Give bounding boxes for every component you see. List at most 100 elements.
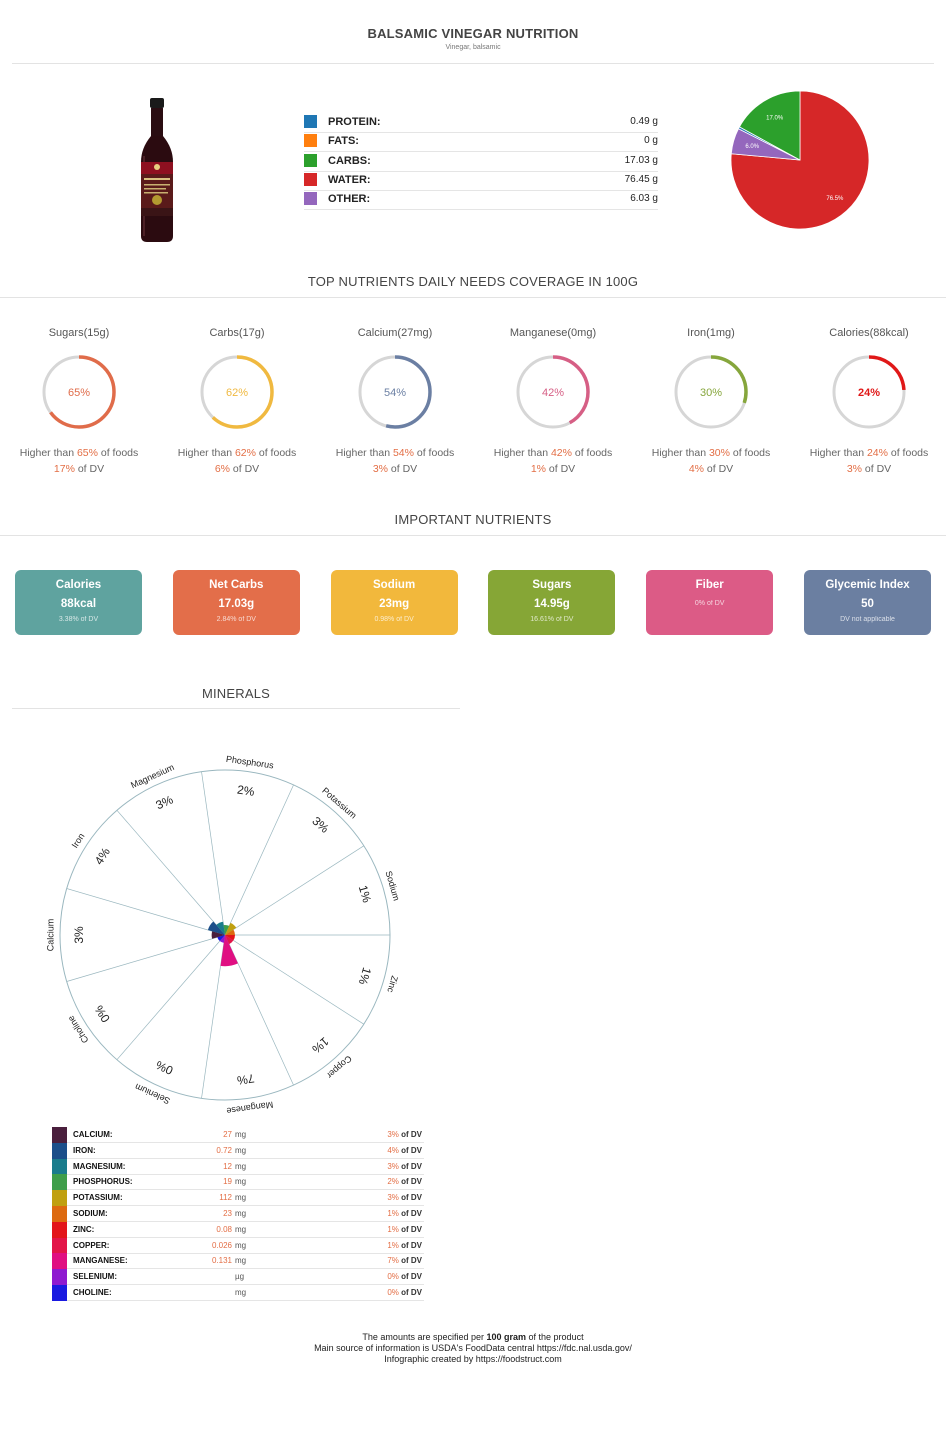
mineral-name: SELENIUM: xyxy=(73,1272,117,1282)
card-dv: 2.84% of DV xyxy=(216,616,256,623)
mineral-unit: mg xyxy=(235,1177,247,1187)
mineral-row-selenium: SELENIUM: µg 0% of DV xyxy=(52,1269,424,1286)
coverage-item-name: Iron(1mg) xyxy=(687,327,735,339)
polar-bar-choline xyxy=(217,935,225,942)
card-dv: 3.38% of DV xyxy=(58,616,99,623)
mineral-amount: 12 xyxy=(223,1161,232,1171)
fats-swatch xyxy=(304,134,317,147)
mineral-amount: 0.08 xyxy=(216,1224,232,1234)
mineral-dv: 1% of DV xyxy=(387,1240,422,1250)
macro-value: 76.45 g xyxy=(624,174,658,185)
mineral-name: COPPER: xyxy=(73,1240,110,1250)
coverage-description: Higher than 24% of foods 3% of DV xyxy=(809,447,929,475)
page-title: BALSAMIC VINEGAR NUTRITION xyxy=(367,26,579,41)
mineral-unit: mg xyxy=(235,1288,247,1297)
coverage-description: Higher than 30% of foods 4% of DV xyxy=(651,447,771,475)
mineral-row-phosphorus: PHOSPHORUS: 19 mg 2% of DV xyxy=(52,1174,424,1191)
ring-progress-arc xyxy=(42,355,116,429)
card-name: Fiber xyxy=(695,579,724,591)
mineral-swatch xyxy=(52,1253,67,1270)
coverage-title: TOP NUTRIENTS DAILY NEEDS COVERAGE IN 10… xyxy=(307,274,639,289)
card-name: Calories xyxy=(55,579,102,591)
dv-value: 4% xyxy=(688,463,704,475)
macro-value: 0 g xyxy=(644,135,658,146)
polar-category-label: Phosphorus xyxy=(225,754,274,771)
polar-value-label: 2% xyxy=(236,782,255,798)
pie-slice-carbs xyxy=(738,90,801,161)
higher-than-value: 42% xyxy=(550,447,572,459)
polar-category-label: Zinc xyxy=(385,975,400,995)
coverage-ring: 24% xyxy=(832,355,906,429)
macro-value: 17.03 g xyxy=(624,155,658,166)
ring-percent-label: 30% xyxy=(700,387,722,399)
mineral-swatch xyxy=(52,1142,67,1159)
coverage-item-name: Carbs(17g) xyxy=(209,327,265,339)
coverage-ring: 62% xyxy=(200,355,274,429)
mineral-dv: 3% of DV xyxy=(387,1161,422,1171)
coverage-item: Carbs(17g) 62% Higher than 62% of foods 6% … xyxy=(158,327,316,477)
polar-category-label: Iron xyxy=(70,831,87,849)
higher-than-value: 54% xyxy=(392,447,414,459)
coverage-item-name: Sugars(15g) xyxy=(48,327,110,339)
polar-spoke xyxy=(116,810,226,936)
ring-percent-label: 42% xyxy=(542,387,564,399)
minerals-title: MINERALS xyxy=(201,686,271,701)
pie-label-other: 6.0% xyxy=(745,144,759,150)
polar-value-label: 0% xyxy=(153,1058,175,1078)
polar-spoke xyxy=(116,934,226,1060)
nutrient-card-net-carbs: Net Carbs 17.03g 2.84% of DV xyxy=(172,570,300,635)
macro-pie-chart: 76.5% 6.0% 17.0% xyxy=(730,90,870,230)
coverage-item: Iron(1mg) 30% Higher than 30% of foods 4% o… xyxy=(632,327,790,477)
mineral-row-sodium: SODIUM: 23 mg 1% of DV xyxy=(52,1206,424,1222)
ring-percent-label: 65% xyxy=(68,387,90,399)
mineral-swatch xyxy=(52,1285,67,1301)
macro-value: 6.03 g xyxy=(630,193,658,204)
mineral-dv: 1% of DV xyxy=(387,1224,422,1234)
polar-value-label: 3% xyxy=(154,792,176,812)
mineral-unit: mg xyxy=(235,1145,247,1155)
footer-text: of the product xyxy=(526,1332,584,1342)
mineral-row-calcium: CALCIUM: 27 mg 3% of DV xyxy=(52,1127,424,1143)
mineral-swatch xyxy=(52,1190,67,1207)
mineral-swatch xyxy=(52,1206,67,1222)
card-value: 88kcal xyxy=(60,598,97,610)
higher-than-value: 62% xyxy=(234,447,256,459)
polar-value-label: 1% xyxy=(356,966,374,987)
macro-row-fats: FATS: 0 g xyxy=(304,132,658,152)
mineral-amount: 112 xyxy=(219,1193,232,1203)
coverage-ring: 54% xyxy=(358,355,432,429)
macro-row-other: OTHER: 6.03 g xyxy=(304,190,658,210)
polar-bar-copper xyxy=(225,935,234,945)
mineral-dv: 2% of DV xyxy=(387,1177,422,1187)
ring-progress-arc xyxy=(832,355,906,429)
important-title: IMPORTANT NUTRIENTS xyxy=(394,512,552,527)
mineral-amount: 0.026 xyxy=(211,1240,232,1250)
polar-value-label: 7% xyxy=(236,1071,255,1087)
mineral-dv: 1% of DV xyxy=(387,1209,422,1218)
dv-value: 3% xyxy=(846,463,862,475)
ring-progress-arc xyxy=(674,355,748,429)
page-subtitle: Vinegar, balsamic xyxy=(445,44,501,51)
mineral-unit: mg xyxy=(235,1209,247,1218)
dv-value: 17% xyxy=(53,463,75,475)
mineral-swatch xyxy=(52,1237,67,1254)
card-dv: 0% of DV xyxy=(694,600,725,607)
mineral-unit: mg xyxy=(235,1256,247,1266)
dv-value: 3% xyxy=(372,463,388,475)
mineral-row-zinc: ZINC: 0.08 mg 1% of DV xyxy=(52,1221,424,1238)
mineral-name: MANGANESE: xyxy=(73,1256,128,1266)
polar-bar-zinc xyxy=(225,935,235,941)
minerals-polar-chart: 3%Calcium4%Iron3%Magnesium2%Phosphorus3%… xyxy=(45,754,401,1116)
coverage-item: Sugars(15g) 65% Higher than 65% of foods 17… xyxy=(0,327,158,477)
card-dv: DV not applicable xyxy=(840,616,895,623)
coverage-item-name: Manganese(0mg) xyxy=(509,327,597,339)
pie-slice-water xyxy=(730,90,870,230)
macro-row-carbs: CARBS: 17.03 g xyxy=(304,152,658,172)
card-value: 50 xyxy=(861,598,874,610)
card-name: Sodium xyxy=(373,579,416,591)
polar-bar-phosphorus xyxy=(223,925,230,935)
mineral-unit: mg xyxy=(235,1130,247,1139)
balsamic-bottle-image xyxy=(141,98,173,242)
coverage-item-name: Calories(88kcal) xyxy=(829,327,909,339)
polar-bar-calcium xyxy=(211,931,225,939)
